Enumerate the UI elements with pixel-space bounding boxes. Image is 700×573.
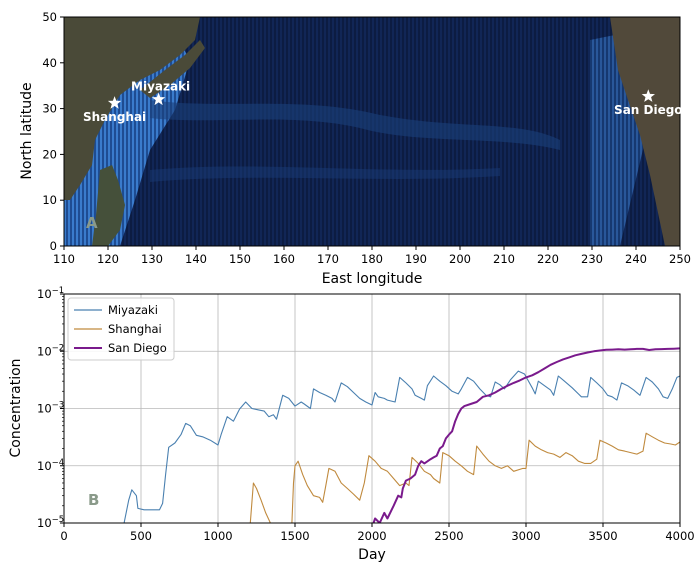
y-tick-label: 10−4 [37,458,64,473]
location-label-shanghai: Shanghai [83,110,146,124]
x-tick-label: 4000 [665,529,694,543]
location-marker-miyazaki [151,92,166,106]
map-panel: 110 120 130 140 150 160 170 180 190 200 210 220 230 2… [19,10,691,287]
map-y-axis-label: North latitude [19,82,35,179]
map-x-axis-label: East longitude [322,271,423,287]
y-tick-label: 10−5 [37,515,64,530]
map-y-tick-label: 40 [42,56,57,70]
land-japan [140,40,205,98]
equatorial-band [150,166,500,182]
series-line-miyazaki [123,370,680,523]
map-y-tick-label: 50 [42,10,57,24]
series-group [123,347,680,523]
map-x-tick-label: 120 [97,252,119,266]
map-x-tick-label: 130 [141,252,163,266]
x-tick-label: 3000 [511,529,540,543]
map-x-tick-label: 210 [493,252,515,266]
map-x-tick-label: 170 [317,252,339,266]
land-asia [64,17,200,200]
map-x-tick-label: 230 [581,252,603,266]
y-tick-label: 10−2 [37,343,64,358]
map-x-tick-label: 110 [53,252,75,266]
map-x-tick-label: 180 [361,252,383,266]
x-tick-label: 1000 [203,529,232,543]
map-x-tick-label: 250 [669,252,691,266]
location-marker-san-diego [641,89,655,102]
kuroshio-extension [150,100,560,150]
location-label-san-diego: San Diego [614,103,683,117]
map-x-tick-label: 140 [185,252,207,266]
legend-label-shanghai: Shanghai [108,322,162,336]
legend: Miyazaki Shanghai San Diego [67,297,175,361]
x-tick-label: 2500 [434,529,463,543]
map-x-tick-label: 220 [537,252,559,266]
location-marker-shanghai [107,96,122,109]
x-tick-label: 0 [60,529,67,543]
map-x-tick-label: 190 [405,252,427,266]
map-y-tick-label: 10 [42,193,57,207]
map-y-tick-label: 30 [42,102,57,116]
x-tick-label: 3500 [588,529,617,543]
location-label-miyazaki: Miyazaki [131,79,190,93]
y-tick-label: 10−1 [37,286,64,301]
x-tick-label: 2000 [357,529,386,543]
map-x-tick-label: 240 [625,252,647,266]
map-x-tick-label: 150 [229,252,251,266]
legend-label-san-diego: San Diego [108,341,167,355]
map-y-tick-label: 20 [42,147,57,161]
x-tick-label: 1500 [280,529,309,543]
line-panel: 0 500 1000 1500 2000 2500 3000 3500 4000 10−5 10−4… [8,286,695,563]
series-line-san-diego [372,347,680,523]
legend-label-miyazaki: Miyazaki [108,303,158,317]
map-panel-label: A [86,214,98,232]
line-x-axis-label: Day [358,547,386,563]
map-ticks: 110 120 130 140 150 160 170 180 190 200 210 220 230 2… [42,10,691,266]
map-x-tick-label: 200 [449,252,471,266]
map-y-tick-label: 0 [50,239,57,253]
line-y-axis-label: Concentration [8,358,24,457]
line-panel-label: B [88,491,99,509]
legend-box [67,297,175,361]
map-markers: Miyazaki Shanghai San Diego [83,79,683,124]
land-taiwan-philippines [92,165,125,246]
x-tick-label: 500 [130,529,152,543]
land-north-america [610,17,680,246]
map-x-tick-label: 160 [273,252,295,266]
y-tick-label: 10−3 [37,401,64,416]
series-line-shanghai [249,432,680,523]
map-background [64,17,680,246]
